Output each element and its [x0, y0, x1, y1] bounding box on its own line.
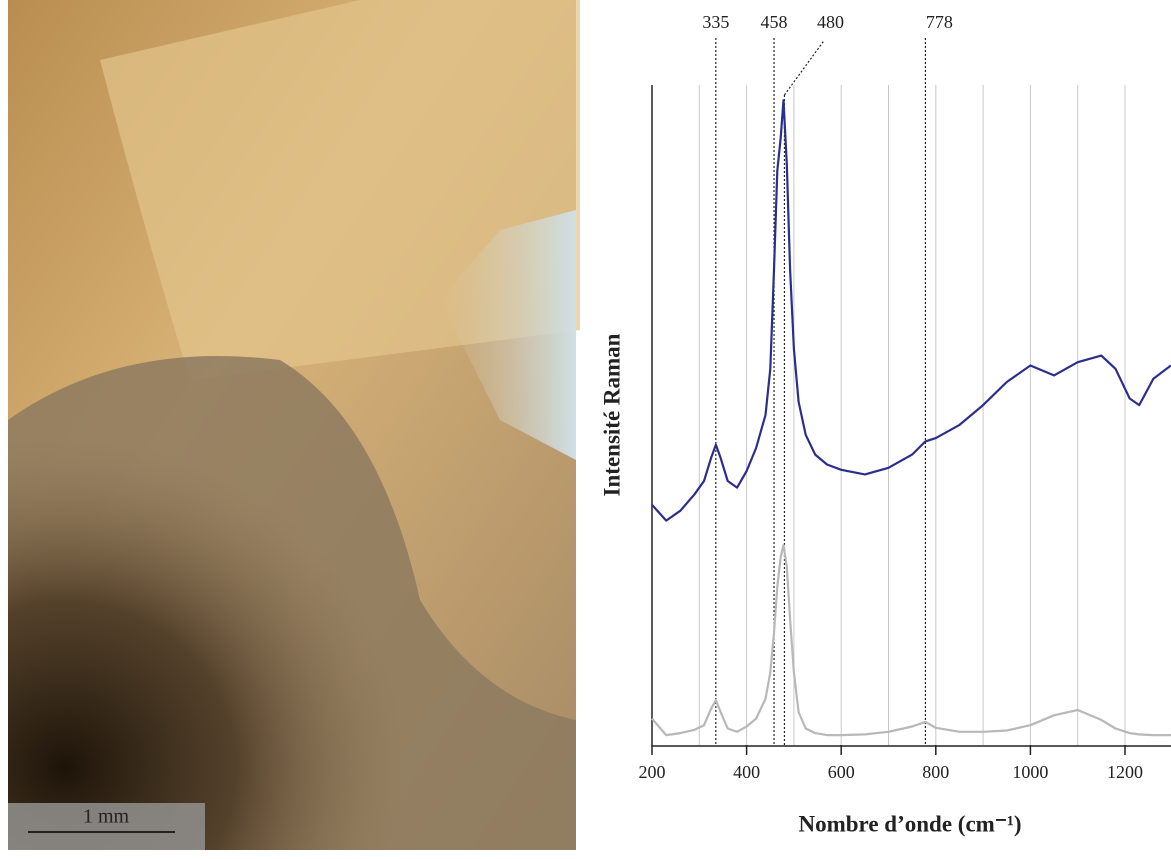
- x-tick-label: 400: [733, 762, 760, 782]
- x-tick-label: 800: [922, 762, 949, 782]
- peak-leader: [783, 39, 825, 96]
- x-tick-label: 600: [828, 762, 855, 782]
- peak-label: 778: [926, 12, 953, 32]
- y-axis-label: Intensité Raman: [599, 333, 624, 496]
- photo: 1 mm: [8, 0, 580, 850]
- x-axis-label: Nombre d’onde (cm⁻¹): [798, 811, 1021, 836]
- peak-label: 335: [702, 12, 729, 32]
- spectrum-line: [651, 99, 1171, 522]
- spectrum-line: [651, 543, 1171, 737]
- scale-label: 1 mm: [83, 806, 130, 828]
- x-tick-label: 1000: [1012, 762, 1048, 782]
- x-tick-label: 1200: [1107, 762, 1143, 782]
- x-tick-label: 200: [639, 762, 666, 782]
- peak-label: 480: [817, 12, 844, 32]
- peak-label: 458: [761, 12, 788, 32]
